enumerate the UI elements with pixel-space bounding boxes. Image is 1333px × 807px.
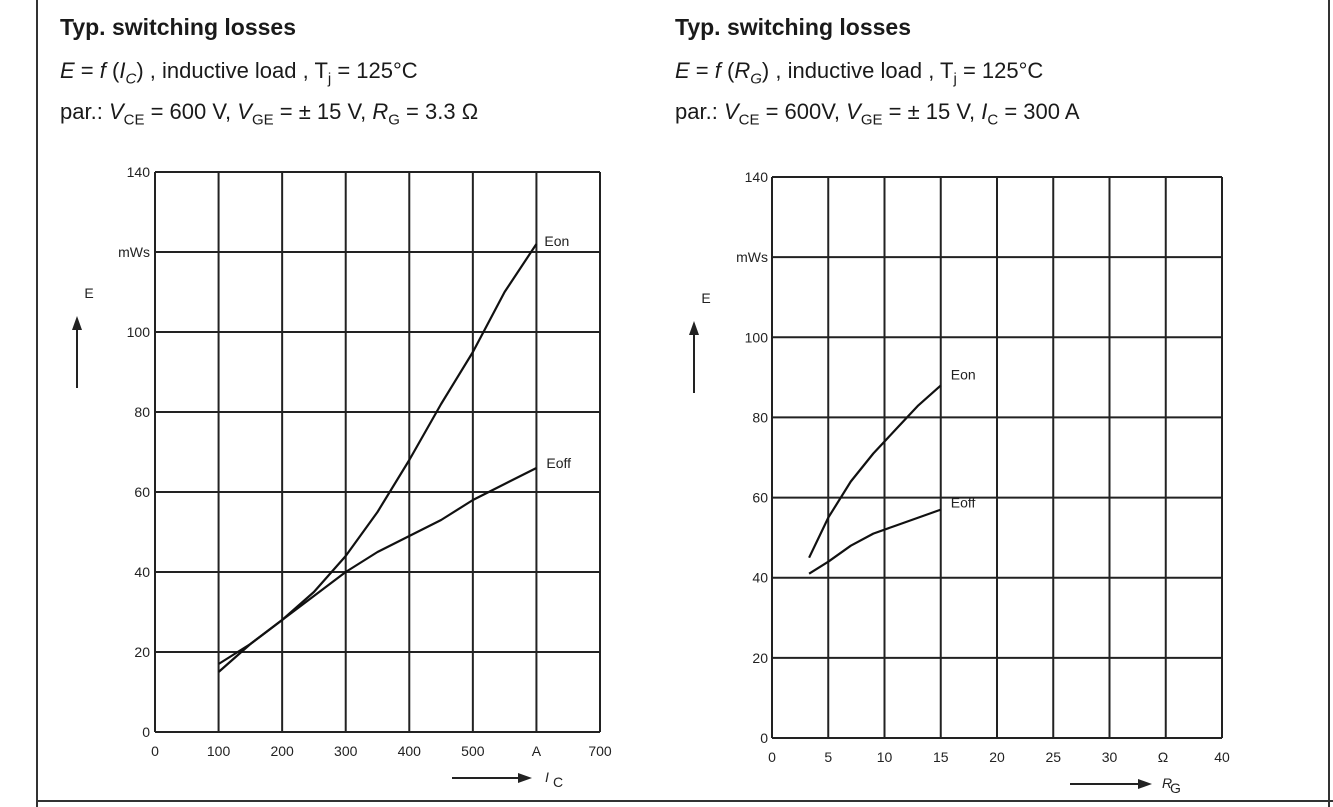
x-tick-label: 0 xyxy=(768,749,776,765)
x-tick-label: 300 xyxy=(334,743,358,759)
y-tick-label: 20 xyxy=(134,644,150,660)
series-line-eon xyxy=(217,243,538,673)
y-tick-label: 60 xyxy=(134,484,150,500)
y-axis-arrow-head xyxy=(72,316,82,330)
x-tick-label: 30 xyxy=(1102,749,1118,765)
x-axis-label: I xyxy=(545,769,549,785)
y-tick-label: mWs xyxy=(736,249,768,265)
chart-function-right: E = f (RG) , inductive load , Tj = 125°C xyxy=(675,58,1044,88)
y-tick-label: 40 xyxy=(752,570,768,586)
x-tick-label: 10 xyxy=(877,749,893,765)
chart-right: 0 20 40 60 80 mWs 100 140 0 5 10 15 20 25 30 Ω 40 E RG Eon E… xyxy=(689,169,1230,796)
series-label-eon: Eon xyxy=(951,366,976,382)
series-line-eoff xyxy=(808,508,942,575)
y-tick-label: 0 xyxy=(760,730,768,746)
x-tick-label: 200 xyxy=(270,743,294,759)
x-tick-label: 500 xyxy=(461,743,485,759)
series-line-eoff xyxy=(218,467,537,665)
y-tick-label: 100 xyxy=(745,329,769,345)
series-label-eoff: Eoff xyxy=(951,495,976,511)
x-tick-label: 40 xyxy=(1214,749,1230,765)
y-tick-label: 40 xyxy=(134,564,150,580)
chart-function-left: E = f (IC) , inductive load , Tj = 125°C xyxy=(60,58,418,88)
x-tick-label: 700 xyxy=(588,743,612,759)
x-tick-label: A xyxy=(532,743,542,759)
y-tick-label: 80 xyxy=(134,404,150,420)
y-tick-label: 140 xyxy=(745,169,769,185)
chart-left: 0 20 40 60 80 100 mWs 140 0 100 200 300 400 500 A 700 E I… xyxy=(72,164,612,790)
x-tick-label: 15 xyxy=(933,749,949,765)
frame-left-border xyxy=(36,0,38,807)
chart-params-left: par.: VCE = 600 V, VGE = ± 15 V, RG = 3.… xyxy=(60,99,479,129)
y-axis-arrow-head xyxy=(689,321,699,335)
chart-params-right: par.: VCE = 600V, VGE = ± 15 V, IC = 300… xyxy=(675,99,1080,129)
y-tick-label: 60 xyxy=(752,490,768,506)
y-axis-label: E xyxy=(701,290,710,306)
x-axis-arrow-head xyxy=(1138,779,1152,789)
chart-title-left: Typ. switching losses xyxy=(60,14,297,40)
chart-title-right: Typ. switching losses xyxy=(675,14,912,40)
x-tick-label: 25 xyxy=(1045,749,1061,765)
series-label-eon: Eon xyxy=(544,233,569,249)
frame-right-border xyxy=(1328,0,1330,807)
x-axis-arrow-head xyxy=(518,773,532,783)
frame-bottom-border xyxy=(36,800,1333,802)
x-tick-label: 100 xyxy=(207,743,231,759)
x-tick-label: Ω xyxy=(1158,749,1168,765)
x-tick-label: 0 xyxy=(151,743,159,759)
y-tick-label: 100 xyxy=(127,324,151,340)
y-tick-label: 140 xyxy=(127,164,151,180)
y-tick-label: mWs xyxy=(118,244,150,260)
series-line-eon xyxy=(808,384,942,559)
x-tick-label: 20 xyxy=(989,749,1005,765)
x-tick-label: 400 xyxy=(398,743,422,759)
x-axis-label: R xyxy=(1162,775,1172,791)
y-tick-label: 80 xyxy=(752,409,768,425)
x-axis-label-subscript: G xyxy=(1170,780,1181,796)
x-axis-label-subscript: C xyxy=(553,774,563,790)
y-tick-label: 20 xyxy=(752,650,768,666)
y-axis-label: E xyxy=(84,285,93,301)
y-tick-label: 0 xyxy=(142,724,150,740)
x-tick-label: 5 xyxy=(824,749,832,765)
series-label-eoff: Eoff xyxy=(546,455,571,471)
